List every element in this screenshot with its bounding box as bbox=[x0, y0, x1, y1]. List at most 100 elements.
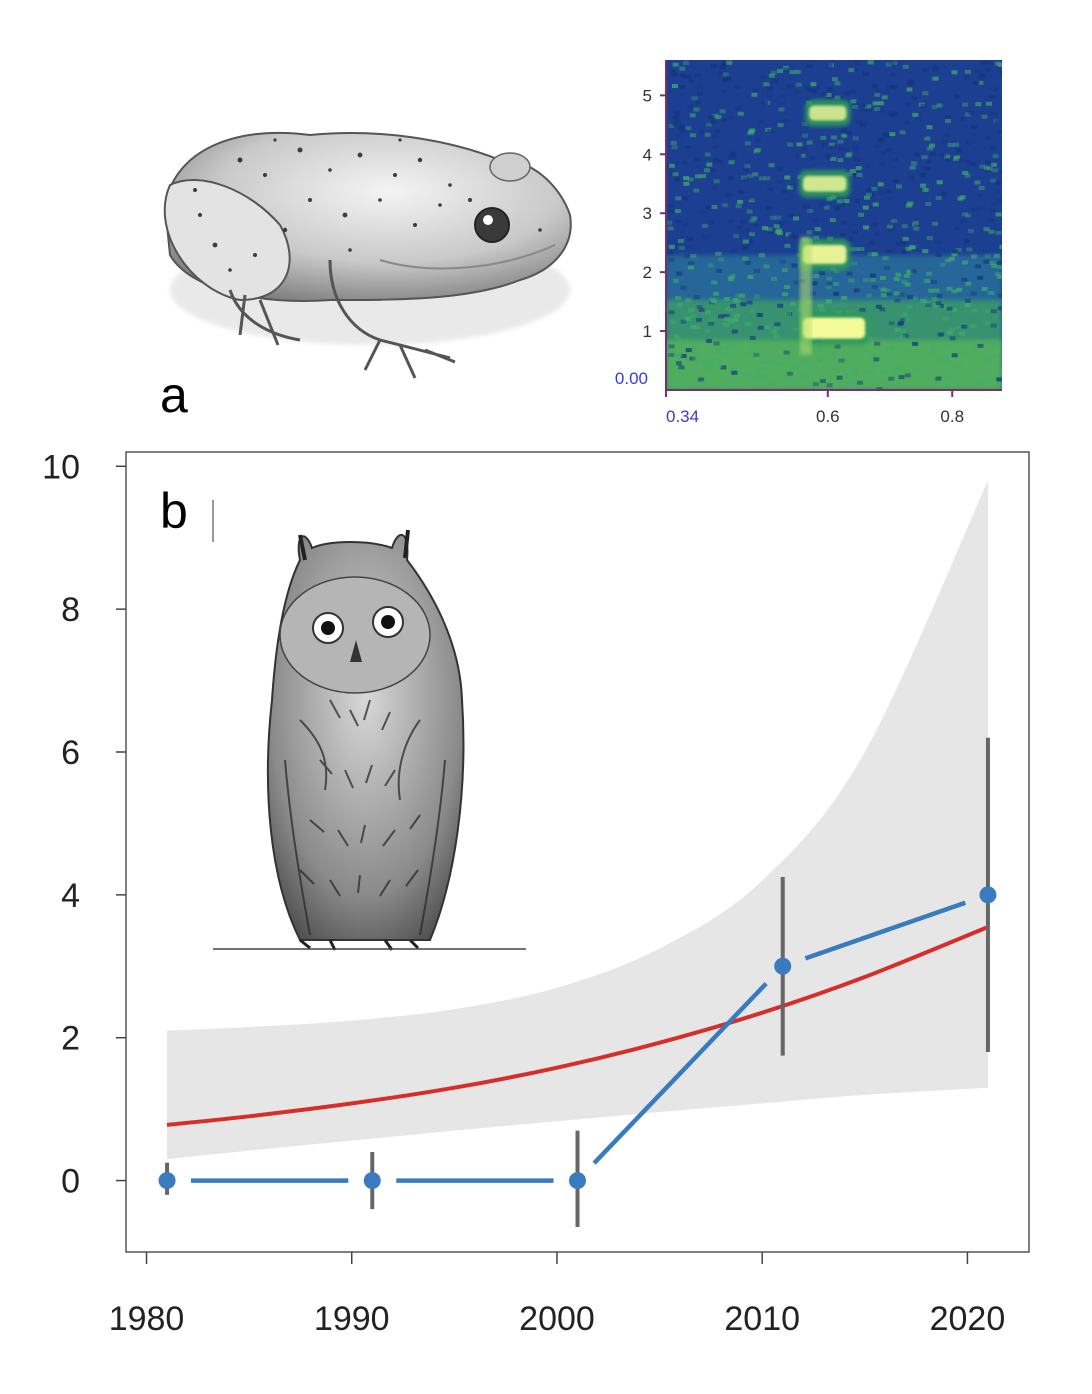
spectrogram-noise-cell bbox=[685, 144, 692, 149]
spectrogram-noise-cell bbox=[838, 96, 845, 101]
spectrogram-noise-cell bbox=[873, 357, 880, 362]
spectrogram-y-tick-label: 1 bbox=[643, 322, 652, 341]
spectrogram-noise-cell bbox=[731, 370, 738, 375]
spectrogram-noise-cell bbox=[668, 353, 675, 357]
spectrogram-noise-cell bbox=[933, 76, 939, 81]
spectrogram-noise-cell bbox=[852, 68, 859, 72]
spectrogram-noise-cell bbox=[912, 367, 919, 372]
trend-chart: 0 2 4 6 8 10 1980 1990 2000 2010 2020 bbox=[42, 448, 1030, 1338]
spectrogram-noise-cell bbox=[885, 147, 892, 152]
spectrogram-noise-cell bbox=[683, 181, 690, 186]
spectrogram-noise-cell bbox=[749, 219, 756, 224]
spectrogram-noise-cell bbox=[666, 220, 672, 225]
spectrogram-noise-cell bbox=[703, 366, 709, 370]
spectrogram-noise-cell bbox=[846, 271, 853, 276]
spectrogram-noise-cell bbox=[998, 63, 1002, 67]
spectrogram-noise-cell bbox=[930, 152, 936, 157]
spectrogram-noise-cell bbox=[704, 329, 711, 333]
spectrogram-noise-cell bbox=[953, 226, 960, 231]
spectrogram-noise-cell bbox=[767, 187, 774, 192]
spectrogram-noise-cell bbox=[848, 68, 855, 73]
spectrogram-noise-cell bbox=[749, 336, 756, 340]
spectrogram-noise-cell bbox=[850, 372, 857, 377]
spectrogram-noise-cell bbox=[841, 133, 848, 138]
spectrogram-noise-cell bbox=[825, 93, 832, 97]
spectrogram-noise-cell bbox=[731, 329, 738, 334]
spectrogram-noise-cell bbox=[731, 318, 738, 323]
harmonic-band bbox=[802, 245, 847, 264]
spectrogram-noise-cell bbox=[964, 112, 971, 117]
spectrogram-noise-cell bbox=[777, 69, 784, 74]
spectrogram-noise-cell bbox=[693, 357, 700, 362]
spectrogram-noise-cell bbox=[981, 114, 988, 119]
spectrogram-noise-cell bbox=[997, 260, 1002, 265]
spectrogram-noise-cell bbox=[713, 179, 720, 184]
spectrogram-noise-cell bbox=[837, 196, 844, 201]
spectrogram-noise-cell bbox=[799, 153, 806, 158]
spectrogram-noise-cell bbox=[833, 269, 840, 274]
spectrogram-noise-cell bbox=[966, 140, 972, 145]
spectrogram-noise-cell bbox=[786, 376, 793, 380]
spectrogram-noise-cell bbox=[854, 198, 861, 203]
spectrogram-noise-cell bbox=[822, 142, 829, 147]
spectrogram-noise-cell bbox=[844, 91, 850, 95]
y-tick-label: 8 bbox=[61, 591, 80, 629]
spectrogram-noise-cell bbox=[894, 298, 901, 303]
spectrogram-noise-cell bbox=[964, 303, 971, 308]
spectrogram-noise-cell bbox=[854, 157, 861, 162]
spectrogram-noise-cell bbox=[863, 383, 870, 388]
spectrogram-noise-cell bbox=[865, 192, 872, 197]
spectrogram-noise-cell bbox=[983, 165, 990, 170]
spectrogram-noise-cell bbox=[667, 250, 674, 255]
spectrogram-noise-cell bbox=[878, 108, 885, 113]
spectrogram-noise-cell bbox=[898, 321, 905, 325]
spectrogram-noise-cell bbox=[930, 345, 937, 350]
spectrogram-noise-cell bbox=[671, 145, 678, 150]
spectrogram-noise-cell bbox=[672, 62, 679, 67]
spectrogram-noise-cell bbox=[744, 164, 751, 169]
spectrogram-noise-cell bbox=[730, 153, 737, 158]
spectrogram-noise-cell bbox=[708, 321, 714, 326]
spectrogram-noise-cell bbox=[787, 185, 793, 190]
spectrogram-noise-cell bbox=[694, 174, 701, 179]
spectrogram-noise-cell bbox=[945, 157, 951, 162]
spectrogram-noise-cell bbox=[833, 368, 840, 373]
spectrogram-noise-cell bbox=[808, 87, 814, 92]
spectrogram-noise-cell bbox=[992, 87, 999, 92]
spectrogram-noise-cell bbox=[793, 327, 800, 332]
spectrogram-noise-cell bbox=[970, 162, 977, 167]
spectrogram-noise-cell bbox=[698, 130, 705, 135]
spectrogram-noise-cell bbox=[792, 364, 799, 369]
x-tick-label: 2010 bbox=[724, 1300, 800, 1338]
spectrogram-noise-cell bbox=[748, 198, 755, 203]
spectrogram-noise-cell bbox=[874, 232, 881, 237]
spectrogram-noise-cell bbox=[707, 364, 714, 369]
spectrogram-noise-cell bbox=[758, 253, 765, 258]
spectrogram-noise-cell bbox=[885, 189, 892, 194]
spectrogram-noise-cell bbox=[973, 339, 980, 344]
spectrogram-noise-cell bbox=[925, 202, 932, 206]
spectrogram-noise-cell bbox=[793, 216, 799, 221]
spectrogram-noise-cell bbox=[889, 61, 896, 65]
spectrogram-noise-cell bbox=[713, 341, 720, 346]
spectrogram-noise-cell bbox=[711, 133, 718, 138]
spectrogram-noise-cell bbox=[985, 309, 992, 314]
spectrogram-noise-cell bbox=[887, 347, 894, 351]
spectrogram-noise-cell bbox=[977, 76, 984, 81]
spectrogram-noise-cell bbox=[899, 130, 906, 135]
spectrogram-noise-cell bbox=[946, 306, 953, 311]
spectrogram-noise-cell bbox=[890, 218, 897, 223]
spectrogram-noise-cell bbox=[716, 268, 722, 273]
spectrogram-noise-cell bbox=[739, 293, 746, 298]
observed-point bbox=[363, 1172, 381, 1190]
spectrogram-noise-cell bbox=[827, 236, 834, 241]
spectrogram-noise-cell bbox=[901, 241, 908, 246]
spectrogram-noise-cell bbox=[830, 156, 837, 161]
spectrogram-noise-cell bbox=[892, 157, 899, 162]
spectrogram-noise-cell bbox=[866, 293, 873, 298]
spectrogram-noise-cell bbox=[978, 186, 985, 190]
spectrogram-noise-cell bbox=[818, 308, 825, 313]
spectrogram-noise-cell bbox=[997, 265, 1002, 269]
spectrogram-noise-cell bbox=[756, 313, 763, 317]
